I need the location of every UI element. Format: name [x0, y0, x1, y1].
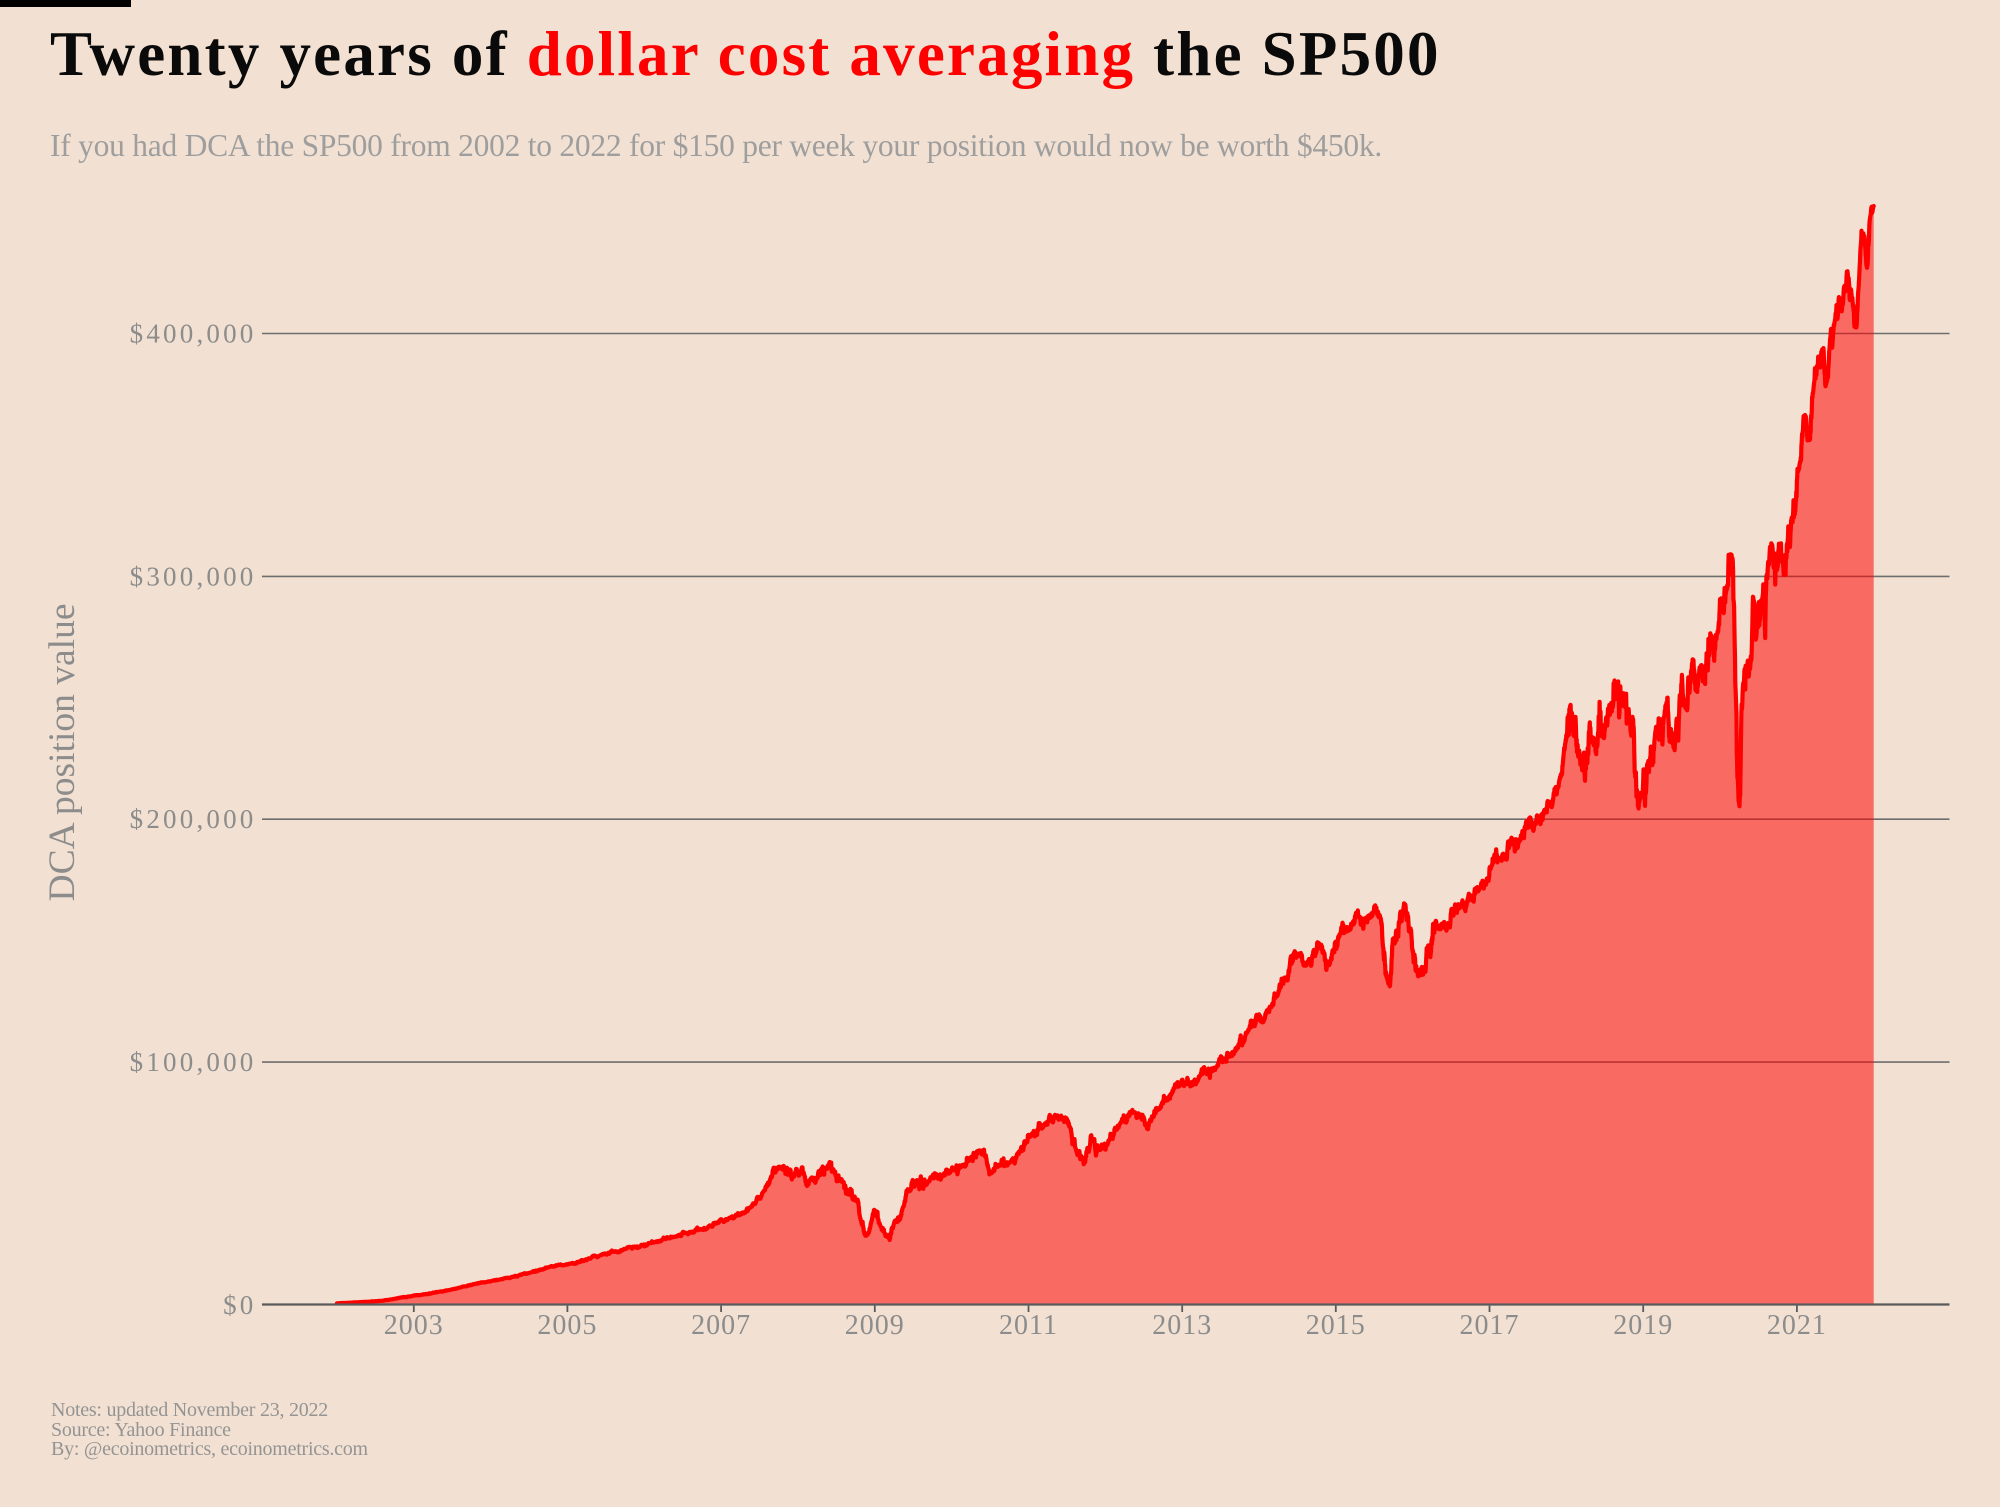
- svg-text:$400,000: $400,000: [130, 319, 257, 349]
- svg-text:$100,000: $100,000: [130, 1047, 257, 1077]
- svg-text:2021: 2021: [1767, 1310, 1827, 1341]
- svg-text:2011: 2011: [999, 1310, 1058, 1341]
- svg-text:2007: 2007: [691, 1310, 751, 1341]
- svg-text:2009: 2009: [845, 1310, 905, 1341]
- svg-text:2017: 2017: [1460, 1310, 1520, 1341]
- svg-text:DCA position value: DCA position value: [42, 604, 83, 902]
- svg-text:2003: 2003: [384, 1310, 444, 1341]
- svg-text:2015: 2015: [1306, 1310, 1366, 1341]
- svg-text:$300,000: $300,000: [130, 561, 257, 591]
- svg-text:2005: 2005: [537, 1310, 597, 1341]
- svg-text:$0: $0: [223, 1290, 256, 1320]
- svg-text:$200,000: $200,000: [130, 804, 257, 834]
- svg-text:2013: 2013: [1152, 1310, 1212, 1341]
- svg-text:2019: 2019: [1613, 1310, 1673, 1341]
